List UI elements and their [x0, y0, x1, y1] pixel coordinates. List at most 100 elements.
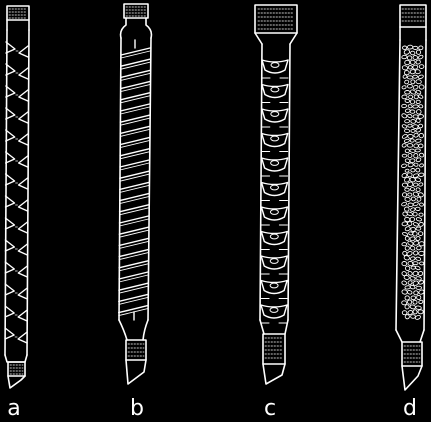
column-b-bottom-joint [118, 319, 149, 385]
packing-ring [404, 314, 410, 320]
packing-ring [401, 271, 407, 277]
spiral-turn [120, 58, 151, 67]
indentation-right [17, 309, 28, 322]
spiral-turn [118, 271, 149, 280]
packing-ring [407, 181, 414, 188]
cap-hole [269, 233, 279, 240]
packing-ring [416, 109, 422, 115]
cap-hole [269, 307, 279, 313]
spiral-turn [118, 260, 149, 269]
packing-ring [413, 240, 420, 246]
indentation-left [4, 327, 15, 340]
spiral-turn-edge [120, 61, 151, 70]
packing-ring [415, 177, 421, 183]
packing-ring [402, 211, 408, 217]
spiral-turn [119, 181, 150, 191]
packing-ring [404, 196, 411, 202]
spiral-turn-edge [119, 207, 150, 216]
packing-ring [401, 143, 407, 148]
packing-ring [418, 192, 424, 198]
packing-ring [403, 176, 411, 183]
packing-ring [415, 187, 421, 193]
spiral-turn-edge [118, 229, 149, 238]
spiral-turn-edge [120, 84, 151, 93]
packing-ring [404, 59, 411, 66]
packing-ring [412, 64, 419, 70]
packing-ring [412, 201, 419, 207]
column-b-label: b [130, 396, 144, 421]
packing-ring [401, 242, 408, 247]
packing-ring [401, 54, 408, 60]
packing-ring [412, 74, 418, 79]
packing-ring [401, 221, 408, 227]
spiral-turn-edge [118, 252, 149, 261]
packing-ring [404, 295, 410, 301]
column-a-indentations [4, 41, 29, 344]
packing-ring [415, 236, 421, 241]
packing-ring [414, 148, 421, 153]
packing-ring [413, 162, 419, 167]
spiral-end [133, 39, 136, 321]
packing-ring [404, 128, 410, 134]
packing-ring [407, 299, 413, 305]
packing-ring [409, 109, 416, 114]
packing-ring [409, 187, 415, 192]
packing-ring [409, 138, 415, 143]
packing-ring [412, 280, 419, 286]
packing-ring [415, 89, 422, 95]
packing-ring [406, 211, 413, 217]
spiral-turn [119, 92, 151, 101]
packing-ring [410, 168, 416, 173]
packing-ring [401, 201, 408, 207]
packing-ring [410, 128, 416, 133]
column-c-bottom-joint [259, 319, 289, 385]
packing-ring [412, 222, 419, 227]
indentation-right [18, 111, 29, 124]
cap-hole [270, 184, 279, 191]
indentation-left [5, 129, 16, 142]
indentation-right [17, 287, 28, 300]
bubble-cap [260, 279, 288, 295]
packing-ring [404, 98, 411, 103]
packing-ring [418, 84, 425, 90]
spiral-turn [120, 80, 151, 90]
spiral-turn [118, 237, 149, 247]
packing-ring [412, 231, 418, 237]
packing-ring [401, 310, 408, 316]
indentation-right [17, 177, 29, 190]
spiral-turn-edge [119, 196, 150, 205]
packing-ring [418, 250, 425, 256]
packing-ring [408, 94, 414, 100]
packing-ring [407, 310, 414, 315]
packing-ring [416, 294, 422, 301]
bubble-cap [260, 304, 288, 319]
packing-ring [418, 172, 425, 177]
spiral-turn [119, 148, 150, 157]
packing-ring [406, 55, 413, 61]
packing-ring [415, 99, 421, 105]
packing-ring [403, 70, 410, 76]
spiral-turn-edge [119, 162, 150, 171]
packing-ring [401, 134, 408, 139]
column-c-top-joint [254, 4, 298, 45]
indentation-right [17, 243, 29, 256]
packing-ring [418, 299, 424, 305]
spiral-turn [119, 192, 150, 202]
column-a-top-joint [6, 5, 30, 31]
packing-ring [412, 270, 419, 277]
packing-ring [418, 64, 425, 69]
indentation-left [4, 239, 16, 252]
packing-ring [412, 124, 419, 129]
packing-ring [404, 304, 410, 310]
spiral-turn [119, 170, 150, 179]
packing-ring [418, 222, 424, 227]
packing-ring [404, 187, 410, 192]
column-a [4, 5, 30, 389]
indentation-left [4, 173, 16, 186]
column-a-label: a [7, 396, 21, 421]
packing-ring [415, 285, 422, 290]
packing-ring [413, 153, 419, 159]
packing-ring [406, 143, 414, 148]
packing-ring [412, 299, 418, 305]
packing-ring [418, 104, 424, 109]
